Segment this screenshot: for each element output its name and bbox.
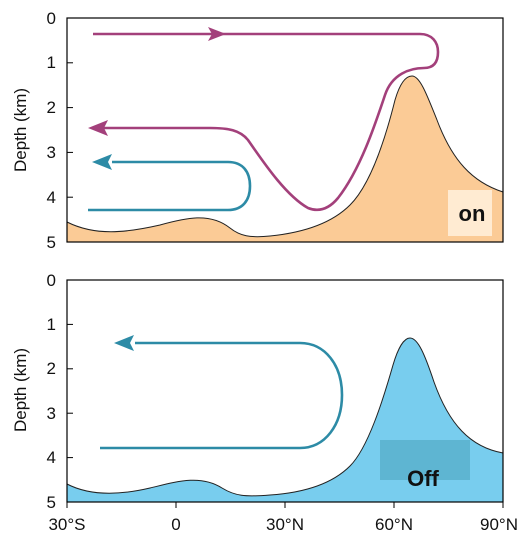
y-tick-off-2: 2 — [47, 359, 56, 378]
seafloor-on — [66, 75, 504, 243]
off-cell-path — [100, 341, 344, 450]
upper-cell-arrowhead-west — [88, 120, 108, 136]
y-tick-on-3: 3 — [47, 143, 56, 162]
lower-cell-arrowhead-west — [92, 154, 112, 170]
upper-cell-arrowhead-east — [208, 27, 226, 41]
x-tick-30s: 30°S — [48, 515, 85, 534]
y-tick-on-0: 0 — [47, 9, 56, 28]
y-tick-off-1: 1 — [47, 315, 56, 334]
x-tick-60n: 60°N — [375, 515, 413, 534]
y-tick-off-4: 4 — [47, 448, 56, 467]
y-tick-on-1: 1 — [47, 53, 56, 72]
lower-cell-path — [88, 160, 252, 212]
y-tick-off-3: 3 — [47, 404, 56, 423]
x-axis: 30°S 0 30°N 60°N 90°N — [48, 502, 518, 534]
y-axis-label-on: Depth (km) — [11, 88, 30, 172]
x-tick-30n: 30°N — [266, 515, 304, 534]
y-axis-label-off: Depth (km) — [11, 348, 30, 432]
on-label-box — [448, 190, 492, 236]
y-tick-on-5: 5 — [47, 233, 56, 252]
off-cell-arrowhead-west — [114, 335, 134, 351]
state-label-off: Off — [407, 466, 439, 491]
off-label-box — [380, 440, 470, 480]
y-tick-on-2: 2 — [47, 98, 56, 117]
x-tick-0: 0 — [171, 515, 180, 534]
panel-on-frame — [66, 17, 504, 243]
y-tick-on-4: 4 — [47, 188, 56, 207]
y-tick-off-0: 0 — [47, 271, 56, 290]
x-tick-90n: 90°N — [480, 515, 518, 534]
state-label-on: on — [459, 201, 486, 226]
y-tick-off-5: 5 — [47, 493, 56, 512]
panel-on: on 0 1 2 3 4 5 Depth (km) — [11, 9, 504, 252]
upper-cell-path — [93, 32, 440, 212]
panel-off: Off 0 1 2 3 4 5 Depth (km) — [11, 271, 504, 512]
